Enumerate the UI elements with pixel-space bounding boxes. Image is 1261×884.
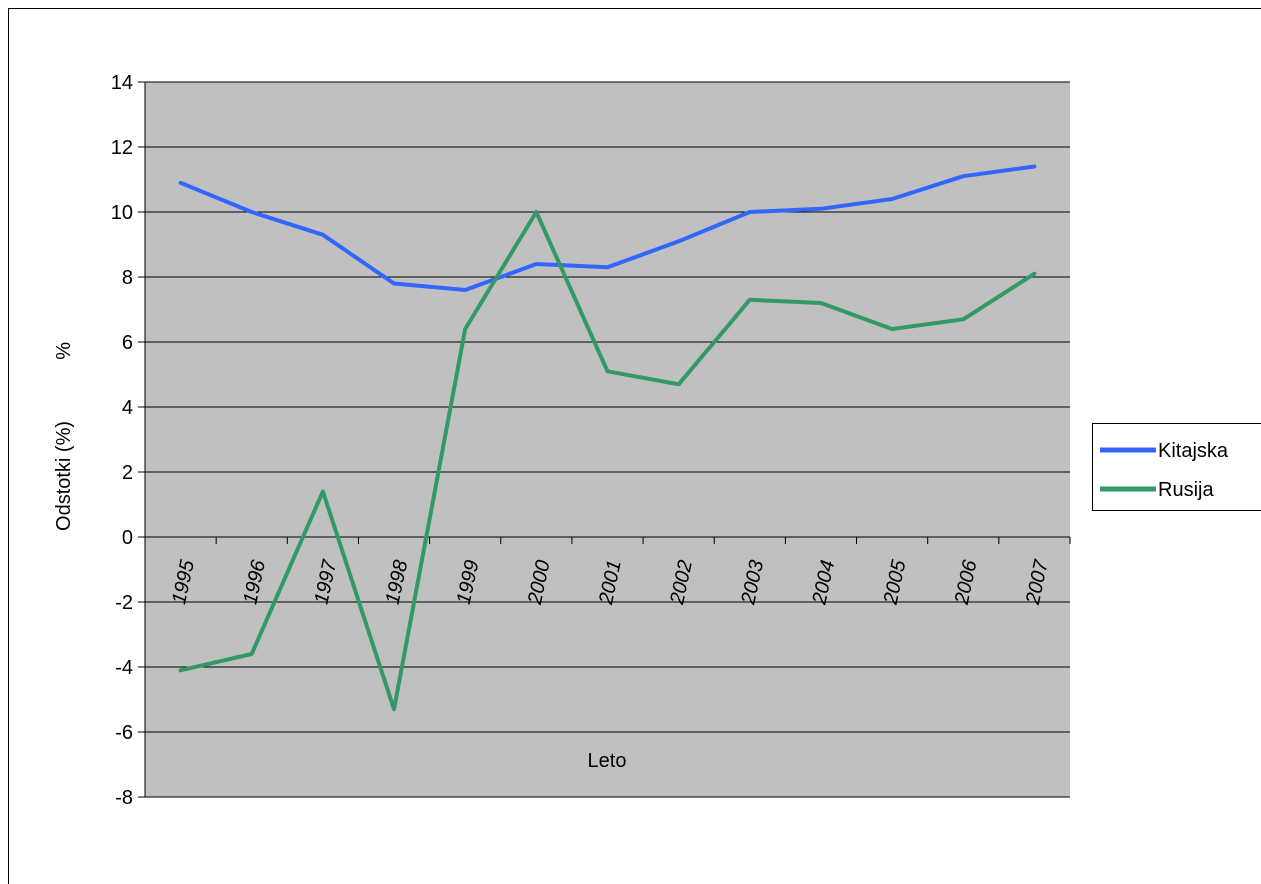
y-tick-label: -4 bbox=[115, 657, 133, 679]
y-tick-label: 0 bbox=[122, 527, 133, 549]
legend: Kitajska Rusija bbox=[1092, 423, 1261, 511]
y-tick-label: 12 bbox=[111, 137, 133, 159]
y-axis: -8 -6 -4 -2 0 2 4 6 8 10 12 14 bbox=[111, 72, 146, 809]
y-tick-label: 2 bbox=[122, 462, 133, 484]
legend-box bbox=[1092, 423, 1261, 511]
y-tick-label: -6 bbox=[115, 722, 133, 744]
y-axis-title: Odstotki (%) bbox=[53, 421, 75, 531]
y-tick-label: 8 bbox=[122, 267, 133, 289]
plot-area bbox=[145, 82, 1070, 797]
y-tick-label: 10 bbox=[111, 202, 133, 224]
series-line-kitajska bbox=[178, 164, 1037, 292]
gridlines bbox=[145, 81, 1070, 798]
y-axis-unit: % bbox=[53, 342, 75, 360]
legend-label-rusija: Rusija bbox=[1158, 479, 1214, 501]
x-axis-title: Leto bbox=[588, 750, 627, 772]
y-tick-label: 4 bbox=[122, 397, 133, 419]
legend-label-kitajska: Kitajska bbox=[1158, 440, 1229, 462]
y-tick-label: 14 bbox=[111, 72, 133, 94]
series-lines bbox=[178, 164, 1037, 712]
y-tick-label: -2 bbox=[115, 592, 133, 614]
y-tick-label: -8 bbox=[115, 787, 133, 809]
y-tick-label: 6 bbox=[122, 332, 133, 354]
series-line-rusija bbox=[178, 210, 1037, 712]
